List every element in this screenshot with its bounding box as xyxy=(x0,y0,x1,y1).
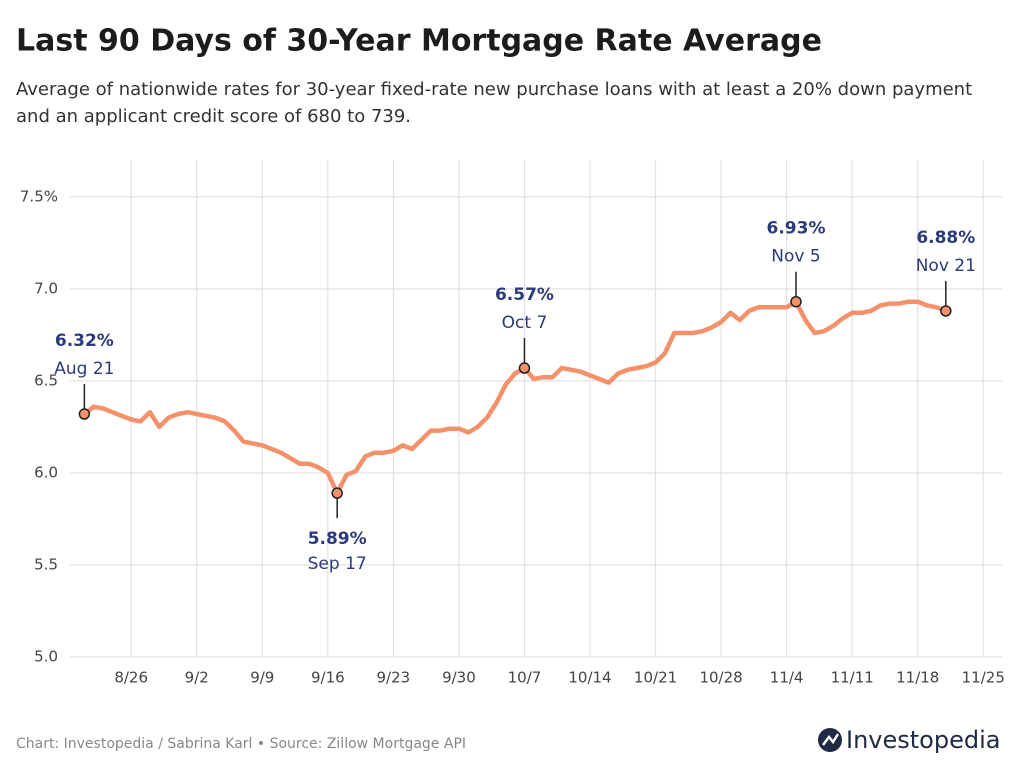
x-tick-label: 9/2 xyxy=(185,669,209,687)
annotation-point xyxy=(940,305,952,317)
annotation-point xyxy=(331,487,343,499)
y-tick-label: 6.5 xyxy=(34,371,58,389)
annotation-point xyxy=(518,362,531,374)
x-tick-label: 11/18 xyxy=(896,669,939,687)
annotation-date: Nov 5 xyxy=(771,247,820,267)
y-tick-label: 7.5% xyxy=(20,187,58,205)
y-tick-label: 5.0 xyxy=(34,648,58,666)
x-tick-label: 11/25 xyxy=(962,669,1005,687)
annotation-point xyxy=(78,408,91,420)
footer-logo: Investopedia xyxy=(846,726,1000,754)
x-tick-label: 9/16 xyxy=(311,669,345,687)
subtitle-box: Average of nationwide rates for 30-year … xyxy=(16,79,973,127)
annotation-value: 5.89% xyxy=(308,529,367,549)
x-tick-label: 8/26 xyxy=(114,669,148,687)
annotation-date: Nov 21 xyxy=(916,256,976,276)
x-tick-label: 11/11 xyxy=(831,669,874,687)
chart-title: Last 90 Days of 30-Year Mortgage Rate Av… xyxy=(16,24,822,59)
y-tick-label: 6.0 xyxy=(34,463,58,481)
x-tick-label: 9/30 xyxy=(442,669,476,687)
annotation-value: 6.32% xyxy=(55,331,114,351)
y-tick-label: 7.0 xyxy=(34,279,58,297)
annotation-value: 6.93% xyxy=(767,219,826,239)
annotation-point xyxy=(790,295,802,308)
x-tick-label: 10/14 xyxy=(568,669,611,687)
x-tick-label: 10/21 xyxy=(634,669,677,687)
footer-credit: Chart: Investopedia / Sabrina Karl • Sou… xyxy=(16,736,466,752)
rate-line xyxy=(82,299,949,496)
annotation-date: Oct 7 xyxy=(502,313,548,333)
annotation-date: Aug 21 xyxy=(54,359,114,379)
x-tick-label: 10/28 xyxy=(699,669,742,687)
x-tick-label: 9/23 xyxy=(377,669,411,687)
annotation-value: 6.57% xyxy=(495,285,554,305)
annotation-date: Sep 17 xyxy=(308,554,367,574)
y-tick-label: 5.5 xyxy=(34,555,58,573)
x-tick-label: 10/7 xyxy=(508,669,542,687)
annotation-value: 6.88% xyxy=(916,228,975,248)
logo-glyph xyxy=(822,733,840,746)
x-tick-label: 9/9 xyxy=(250,669,274,687)
x-tick-label: 11/4 xyxy=(770,669,804,687)
chart-subtitle: Average of nationwide rates for 30-year … xyxy=(16,79,973,127)
